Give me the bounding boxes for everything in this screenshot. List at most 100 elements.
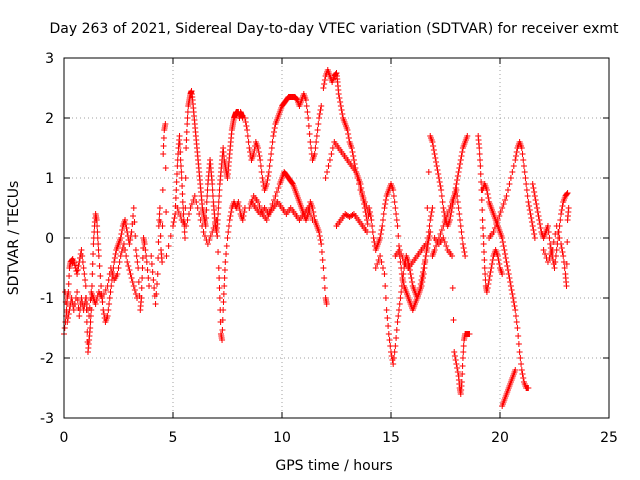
data-point: [191, 193, 198, 199]
data-point: [386, 337, 393, 343]
data-point: [225, 229, 232, 235]
data-point: [176, 133, 183, 139]
data-point: [563, 261, 570, 267]
data-point: [432, 155, 439, 161]
data-point: [268, 145, 275, 151]
data-point: [203, 199, 210, 205]
data-point: [425, 169, 432, 175]
data-point: [435, 175, 442, 181]
data-point: [142, 247, 149, 253]
data-point: [145, 275, 152, 281]
data-point: [100, 291, 107, 297]
data-point: [435, 171, 442, 177]
data-point: [162, 121, 169, 127]
data-point: [146, 283, 153, 289]
data-point: [184, 109, 191, 115]
data-point: [223, 243, 230, 249]
data-point: [358, 191, 365, 197]
data-point: [394, 319, 401, 325]
data-point: [504, 187, 511, 193]
data-point: [224, 235, 231, 241]
y-tick-label: 0: [45, 231, 54, 247]
data-point: [255, 145, 262, 151]
data-point: [523, 181, 530, 187]
data-point: [313, 133, 320, 139]
data-point: [247, 149, 254, 155]
data-point: [520, 157, 527, 163]
data-point: [537, 225, 544, 231]
data-point: [182, 175, 189, 181]
data-point: [188, 201, 195, 207]
data-point: [61, 325, 68, 331]
y-tick-label: 1: [45, 171, 54, 187]
data-point: [419, 269, 426, 275]
data-point: [313, 139, 320, 145]
data-point: [563, 283, 570, 289]
data-point: [336, 95, 343, 101]
data-point: [383, 307, 390, 313]
grid-lines: [64, 58, 609, 418]
data-point: [83, 301, 90, 307]
data-point: [460, 245, 467, 251]
data-point: [550, 239, 557, 245]
data-point: [309, 217, 316, 223]
data-point: [384, 315, 391, 321]
data-point: [552, 253, 559, 259]
data-point: [271, 129, 278, 135]
data-point: [170, 219, 177, 225]
data-point: [240, 213, 247, 219]
data-point: [337, 99, 344, 105]
data-point: [150, 277, 157, 283]
data-point: [250, 151, 257, 157]
data-point: [130, 205, 137, 211]
data-point: [132, 247, 139, 253]
data-point: [203, 215, 210, 221]
data-point: [500, 243, 507, 249]
data-point: [209, 229, 216, 235]
data-point: [503, 193, 510, 199]
data-point: [390, 361, 397, 367]
data-point: [421, 261, 428, 267]
data-point: [132, 291, 139, 297]
data-point: [507, 283, 514, 289]
data-point: [556, 235, 563, 241]
data-point: [391, 349, 398, 355]
data-point: [479, 207, 486, 213]
data-point: [564, 239, 571, 245]
data-point: [219, 317, 226, 323]
data-point: [215, 265, 222, 271]
data-point: [255, 149, 262, 155]
data-point: [74, 267, 81, 273]
data-point: [392, 205, 399, 211]
data-point: [479, 225, 486, 231]
data-point: [512, 157, 519, 163]
data-point: [130, 213, 137, 219]
data-point: [425, 237, 432, 243]
data-point: [390, 187, 397, 193]
data-point: [223, 251, 230, 257]
data-point: [391, 199, 398, 205]
data-point: [239, 217, 246, 223]
data-point: [374, 261, 381, 267]
data-point: [400, 271, 407, 277]
data-point: [107, 265, 114, 271]
data-point: [112, 251, 119, 257]
data-point: [339, 111, 346, 117]
data-point: [227, 213, 234, 219]
data-point: [504, 263, 511, 269]
data-point: [396, 247, 403, 253]
data-point: [173, 179, 180, 185]
data-point: [163, 253, 170, 259]
data-point: [82, 295, 89, 301]
data-point: [160, 143, 167, 149]
data-point: [220, 299, 227, 305]
data-point: [395, 307, 402, 313]
data-point: [221, 283, 228, 289]
data-point: [459, 241, 466, 247]
data-point: [90, 251, 97, 257]
data-point: [80, 265, 87, 271]
data-point: [513, 149, 520, 155]
data-point: [329, 145, 336, 151]
data-point: [558, 245, 565, 251]
data-point: [360, 195, 367, 201]
